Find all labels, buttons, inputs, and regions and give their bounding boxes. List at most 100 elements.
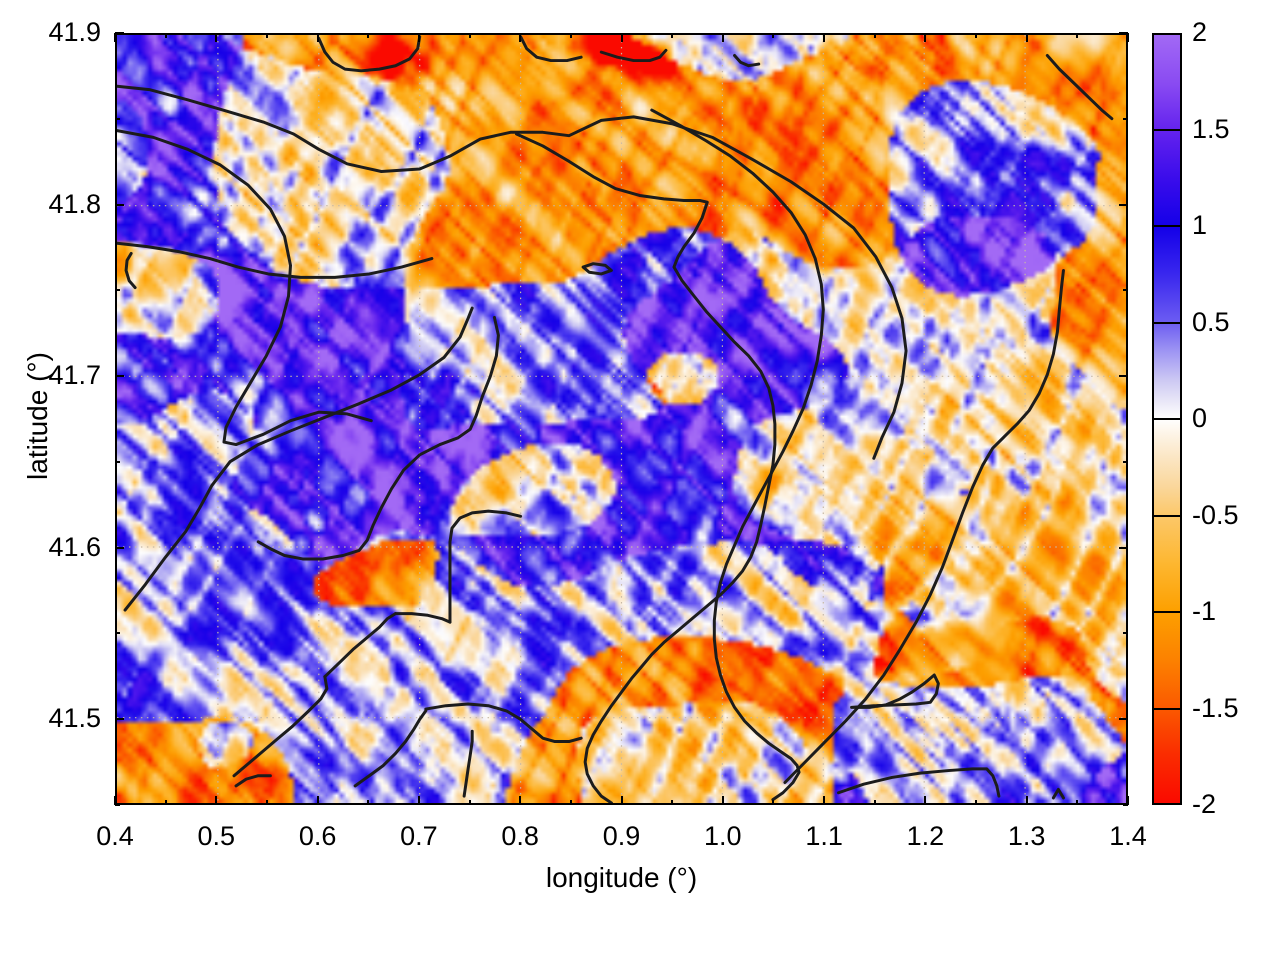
y-axis-label: latitude (°) [22, 352, 53, 480]
y-tick-minor [115, 117, 120, 120]
x-tick-minor [671, 800, 674, 805]
x-tick-minor-top [468, 33, 471, 38]
colorbar-tick-label: -1 [1192, 596, 1217, 626]
y-tick-major [115, 32, 124, 34]
y-tick-minor [115, 804, 120, 806]
x-tick-major-top [823, 33, 826, 42]
y-tick-major [115, 546, 124, 549]
x-tick-minor-top [367, 33, 370, 38]
y-tick-minor-right [1123, 632, 1128, 635]
y-tick-minor [115, 460, 120, 463]
x-tick-major-top [620, 33, 623, 42]
colorbar-tick-label: -2 [1192, 789, 1217, 819]
x-tick-minor-top [569, 33, 572, 38]
y-tick-minor-right [1123, 460, 1128, 463]
y-tick-label: 41.7 [48, 360, 101, 391]
x-tick-major-top [721, 33, 724, 42]
colorbar-tick-label: -1.5 [1192, 692, 1239, 723]
x-tick-label: 0.9 [602, 821, 641, 851]
x-axis-label: longitude (°) [545, 862, 698, 893]
x-tick-major [519, 796, 522, 805]
x-tick-major [1127, 796, 1129, 805]
x-tick-major-top [417, 33, 420, 42]
x-tick-major-top [215, 33, 218, 42]
x-tick-major [924, 796, 927, 805]
x-tick-minor-top [975, 33, 978, 38]
plot-area [115, 33, 1128, 805]
y-tick-label: 41.6 [48, 531, 101, 562]
y-tick-label: 41.9 [48, 17, 101, 47]
y-tick-major-right [1119, 546, 1128, 549]
x-tick-minor [569, 800, 572, 805]
x-tick-label: 1.3 [1007, 821, 1046, 851]
y-tick-label: 41.5 [48, 703, 101, 734]
x-tick-minor [164, 800, 167, 805]
x-tick-minor-top [164, 33, 167, 38]
x-tick-major [823, 796, 826, 805]
x-tick-label: 0.5 [197, 821, 236, 851]
y-tick-minor-right [1123, 117, 1128, 120]
colorbar-tick-label: 0.5 [1192, 306, 1230, 337]
x-tick-label: 0.7 [400, 821, 438, 851]
y-tick-label: 41.8 [48, 188, 101, 219]
colorbar-tick [1152, 225, 1182, 227]
x-tick-minor-top [873, 33, 876, 38]
y-tick-major-right [1119, 32, 1128, 34]
x-tick-major [316, 796, 319, 805]
x-tick-minor-top [671, 33, 674, 38]
terrain-contours [117, 35, 1114, 803]
colorbar-tick [1152, 707, 1182, 710]
colorbar-tick [1152, 611, 1182, 613]
y-tick-major-right [1119, 718, 1128, 721]
x-tick-minor [367, 800, 370, 805]
x-tick-label: 0.8 [501, 821, 539, 851]
y-tick-minor [115, 632, 120, 635]
colorbar-tick [1152, 321, 1182, 324]
colorbar-tick-label: 2 [1192, 17, 1208, 47]
x-tick-minor [1076, 800, 1079, 805]
x-tick-minor [265, 800, 268, 805]
x-tick-major-top [316, 33, 319, 42]
y-tick-minor-right [1123, 804, 1128, 806]
y-tick-minor-right [1123, 289, 1128, 292]
colorbar-tick-label: 1 [1192, 210, 1208, 240]
x-tick-major-top [519, 33, 522, 42]
y-tick-major [115, 203, 124, 206]
x-tick-minor [772, 800, 775, 805]
x-tick-minor [873, 800, 876, 805]
colorbar-tick-label: 0 [1192, 403, 1208, 433]
colorbar-tick [1152, 418, 1182, 420]
x-tick-major [215, 796, 218, 805]
gridlines [117, 35, 1126, 803]
x-tick-major [417, 796, 420, 805]
x-tick-major [620, 796, 623, 805]
colorbar-tick-label: 1.5 [1192, 113, 1230, 144]
x-tick-minor [975, 800, 978, 805]
x-tick-major-top [1127, 33, 1129, 42]
x-tick-label: 1.4 [1109, 821, 1147, 851]
colorbar-tick [1152, 514, 1182, 517]
x-tick-label: 1.1 [805, 821, 843, 851]
x-tick-major-top [1025, 33, 1028, 42]
y-tick-minor [115, 289, 120, 292]
y-tick-major [115, 375, 124, 378]
x-tick-label: 1.0 [704, 821, 742, 851]
x-tick-label: 1.2 [906, 821, 945, 851]
y-tick-major-right [1119, 375, 1128, 378]
x-tick-major-top [924, 33, 927, 42]
colorbar-tick-label: -0.5 [1192, 499, 1239, 530]
x-tick-minor-top [772, 33, 775, 38]
x-tick-major-top [114, 33, 116, 42]
x-tick-minor-top [265, 33, 268, 38]
x-tick-minor [468, 800, 471, 805]
x-tick-label: 0.6 [298, 821, 337, 851]
x-tick-minor-top [1076, 33, 1079, 38]
y-tick-major-right [1119, 203, 1128, 206]
colorbar-tick [1152, 128, 1182, 131]
x-tick-major [721, 796, 724, 805]
x-tick-major [1025, 796, 1028, 805]
x-tick-major [114, 796, 116, 805]
y-tick-major [115, 718, 124, 721]
x-tick-label: 0.4 [96, 821, 134, 851]
